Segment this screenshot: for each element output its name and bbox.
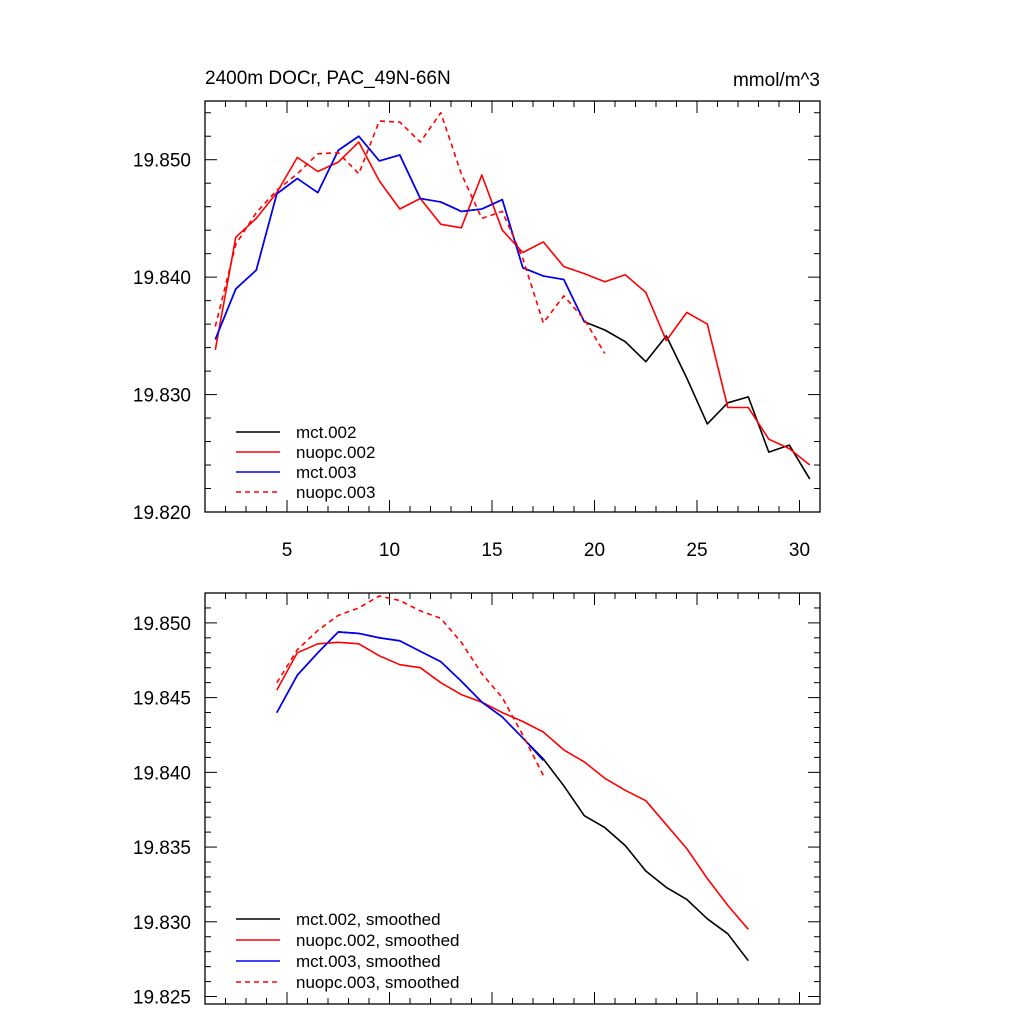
legend-label: mct.002, smoothed: [296, 910, 441, 929]
bottom-y-tick-label: 19.850: [133, 614, 191, 635]
top-panel-title: 2400m DOCr, PAC_49N-66N: [205, 68, 451, 89]
top-panel-units: mmol/m^3: [733, 70, 820, 91]
legend-label: mct.003, smoothed: [296, 952, 441, 971]
bottom-y-tick-label: 19.830: [133, 913, 191, 934]
top-series-line-4: [214, 111, 606, 354]
bottom-panel: 19.825 19.830 19.835 19.840 19.845 19.850 mct.…: [133, 592, 821, 1009]
top-panel-plot: 19.820 19.830 19.840 19.850 5 10 15 20 25 30 mct.0…: [133, 100, 821, 561]
top-y-tick-label: 19.830: [133, 386, 191, 407]
top-panel: 2400m DOCr, PAC_49N-66N mmol/m^3 19.8201…: [133, 68, 821, 561]
legend-label: nuopc.003: [296, 483, 375, 502]
legend-label: nuopc.002: [296, 443, 375, 462]
bottom-series-line-4: [276, 595, 545, 776]
legend-label: mct.003: [296, 463, 356, 482]
top-x-tick-label: 30: [789, 540, 810, 561]
top-x-tick-label: 10: [379, 540, 400, 561]
top-axis-ticks: [204, 101, 821, 513]
bottom-panel-plot: 19.825 19.830 19.835 19.840 19.845 19.850 mct.…: [133, 592, 821, 1009]
legend-label: mct.002: [296, 423, 356, 442]
top-x-tick-label: 25: [686, 540, 707, 561]
bottom-legend: mct.002, smoothed nuopc.002, smoothed mct.…: [236, 910, 460, 992]
bottom-y-tick-label: 19.845: [133, 689, 191, 710]
top-y-tick-label: 19.850: [133, 151, 191, 172]
top-series-line-3: [214, 135, 586, 340]
top-x-tick-label: 20: [584, 540, 605, 561]
bottom-y-tick-label: 19.840: [133, 763, 191, 784]
top-y-tick-label: 19.840: [133, 268, 191, 289]
bottom-series-line-3: [276, 631, 544, 761]
legend-label: nuopc.002, smoothed: [296, 931, 460, 950]
bottom-axis-ticks: [204, 592, 821, 1004]
top-x-tick-label: 5: [282, 540, 293, 561]
legend-label: nuopc.003, smoothed: [296, 973, 460, 992]
bottom-y-tick-label: 19.835: [133, 838, 191, 859]
bottom-y-tick-label: 19.825: [133, 988, 191, 1009]
bottom-series-line-2: [276, 641, 749, 930]
top-series-line-2: [214, 141, 811, 466]
top-x-tick-label: 15: [481, 540, 502, 561]
top-y-tick-label: 19.820: [133, 503, 191, 524]
